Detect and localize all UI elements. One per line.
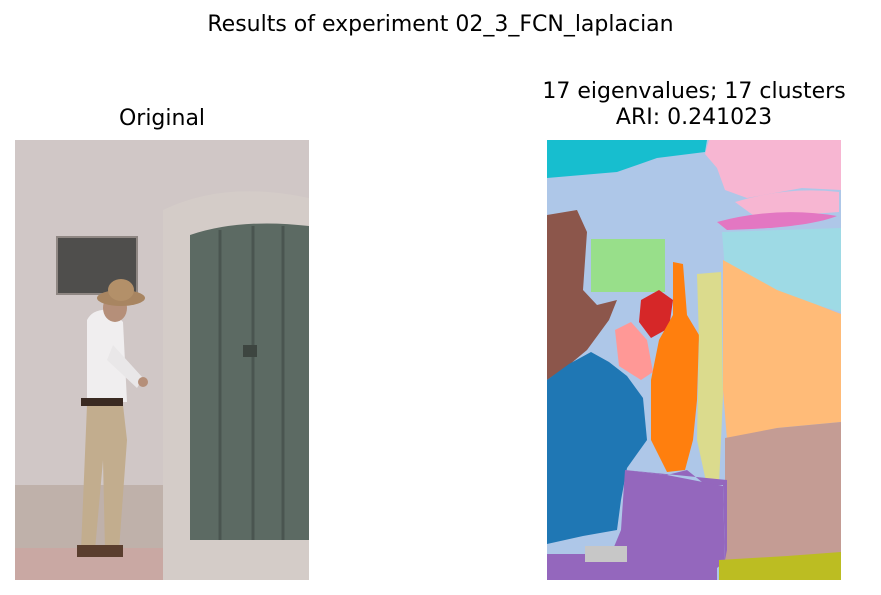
cluster-region: [547, 352, 647, 544]
segmentation-panel-title: 17 eigenvalues; 17 clusters ARI: 0.24102…: [500, 79, 881, 131]
cluster-region: [725, 422, 841, 560]
cluster-region: [717, 212, 837, 230]
cluster-region: [705, 140, 841, 198]
cluster-region: [723, 260, 841, 440]
cluster-region: [719, 552, 841, 580]
original-panel-title: Original: [118, 106, 206, 131]
cluster-region: [547, 140, 707, 178]
segmentation-title-line2: ARI: 0.241023: [615, 105, 773, 130]
cluster-region: [547, 210, 617, 380]
man-shoes: [77, 545, 123, 557]
cluster-region: [735, 190, 839, 218]
man-belt: [81, 398, 123, 406]
cluster-region: [722, 228, 841, 312]
segmentation-image: [547, 140, 841, 580]
original-photo: [15, 140, 309, 580]
cluster-region: [585, 546, 627, 562]
wooden-door: [190, 223, 309, 540]
cluster-region: [547, 470, 725, 580]
cluster-region: [591, 239, 665, 292]
segmentation-map: [547, 140, 841, 580]
cluster-region: [651, 262, 699, 472]
original-image: [15, 140, 309, 580]
cluster-region: [615, 322, 653, 380]
figure-suptitle: Results of experiment 02_3_FCN_laplacian: [207, 12, 674, 37]
segmentation-title-line1: 17 eigenvalues; 17 clusters: [542, 79, 846, 104]
man-trousers: [81, 405, 127, 550]
man-shirt: [87, 309, 127, 402]
cluster-region: [639, 290, 673, 338]
cluster-region: [697, 272, 723, 486]
